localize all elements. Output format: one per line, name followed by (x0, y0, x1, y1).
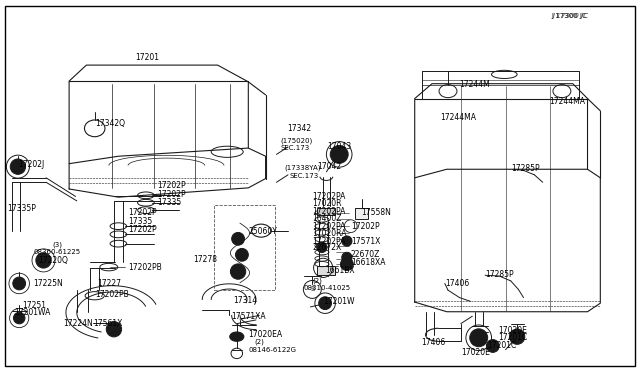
Text: 17285P: 17285P (511, 164, 540, 173)
Text: 17043: 17043 (328, 142, 352, 151)
Text: 17202P: 17202P (128, 225, 157, 234)
Text: 17571X: 17571X (351, 237, 380, 246)
Text: (2): (2) (312, 278, 322, 284)
Circle shape (342, 252, 352, 263)
Text: 16618XA: 16618XA (351, 258, 385, 267)
Text: 17201C: 17201C (498, 333, 527, 342)
Text: 17335: 17335 (157, 198, 181, 207)
Text: 17227: 17227 (97, 279, 122, 288)
Text: 17020EA: 17020EA (248, 330, 282, 339)
Circle shape (342, 236, 352, 246)
Text: 17285P: 17285P (485, 270, 514, 279)
Text: 17201: 17201 (136, 53, 160, 62)
Circle shape (10, 159, 26, 174)
Text: 17406: 17406 (421, 339, 445, 347)
Text: 22672X: 22672X (312, 243, 342, 252)
Text: 17201W: 17201W (323, 297, 355, 306)
Text: 17202P: 17202P (157, 190, 186, 199)
Text: 08360-61225: 08360-61225 (33, 249, 81, 255)
Text: 17561X: 17561X (93, 319, 122, 328)
Circle shape (319, 297, 332, 310)
Text: 17202P: 17202P (157, 182, 186, 190)
Text: 17020E: 17020E (498, 326, 527, 335)
Circle shape (236, 248, 248, 261)
Circle shape (230, 264, 246, 279)
Text: 17020RA: 17020RA (312, 229, 347, 238)
Text: 17244M: 17244M (460, 80, 490, 89)
Circle shape (340, 258, 353, 270)
Text: SEC.173: SEC.173 (280, 145, 310, 151)
Text: 17251: 17251 (22, 301, 47, 310)
Text: 17406: 17406 (445, 279, 469, 288)
Text: 17278: 17278 (193, 255, 218, 264)
Text: (17338YA): (17338YA) (285, 165, 321, 171)
Text: S: S (310, 286, 314, 292)
Text: 17342: 17342 (287, 124, 311, 133)
Circle shape (36, 253, 51, 268)
Circle shape (232, 232, 244, 245)
Text: J 17300 JC: J 17300 JC (552, 13, 588, 19)
Text: 17202PA: 17202PA (312, 222, 346, 231)
Circle shape (13, 312, 25, 324)
Circle shape (106, 321, 122, 337)
Text: 17202P: 17202P (128, 208, 157, 217)
Text: (3): (3) (52, 241, 63, 248)
Text: 17020E: 17020E (461, 348, 490, 357)
Text: (175020): (175020) (280, 137, 312, 144)
Text: 17225N: 17225N (33, 279, 63, 288)
Text: 17244MA: 17244MA (440, 113, 476, 122)
Circle shape (330, 145, 348, 163)
Text: 17202PB: 17202PB (95, 291, 129, 299)
Text: 17314: 17314 (234, 296, 258, 305)
Text: 17220Q: 17220Q (38, 256, 68, 265)
Text: 08310-41025: 08310-41025 (304, 285, 351, 291)
Text: 25060Y: 25060Y (248, 227, 277, 236)
Text: 17244MA: 17244MA (549, 97, 585, 106)
Text: SEC.173: SEC.173 (289, 173, 319, 179)
Text: 1661BX: 1661BX (325, 266, 355, 275)
Text: 17202PA: 17202PA (312, 207, 346, 216)
Ellipse shape (230, 332, 244, 341)
Text: 16400Z: 16400Z (312, 214, 342, 223)
Text: 17042: 17042 (317, 162, 341, 171)
Text: (2): (2) (255, 339, 264, 346)
Text: 17020R: 17020R (312, 199, 342, 208)
Text: 08146-6122G: 08146-6122G (248, 347, 296, 353)
Bar (355, 208, 368, 219)
Bar (317, 208, 335, 215)
Text: 17201C: 17201C (488, 341, 517, 350)
Text: 17202PB: 17202PB (128, 263, 162, 272)
Text: 17335P: 17335P (8, 204, 36, 213)
Text: 17202P: 17202P (351, 222, 380, 231)
Circle shape (486, 340, 499, 352)
Text: 17558N: 17558N (362, 208, 392, 217)
Text: 17571XA: 17571XA (232, 312, 266, 321)
Text: 17342Q: 17342Q (95, 119, 125, 128)
Text: 22670Z: 22670Z (351, 250, 380, 259)
Text: 17202PA: 17202PA (312, 192, 346, 201)
Circle shape (509, 329, 525, 344)
Text: 17201WA: 17201WA (14, 308, 51, 317)
Text: 17224N: 17224N (63, 319, 92, 328)
Circle shape (317, 242, 327, 253)
Text: J 17300 JC: J 17300 JC (552, 13, 588, 19)
Circle shape (13, 277, 26, 290)
Text: 17335: 17335 (128, 217, 152, 226)
Text: 17202J: 17202J (18, 160, 44, 169)
Circle shape (470, 329, 488, 347)
Text: 17202PA: 17202PA (312, 237, 346, 246)
Bar (214, 205, 275, 290)
Bar (317, 266, 335, 275)
